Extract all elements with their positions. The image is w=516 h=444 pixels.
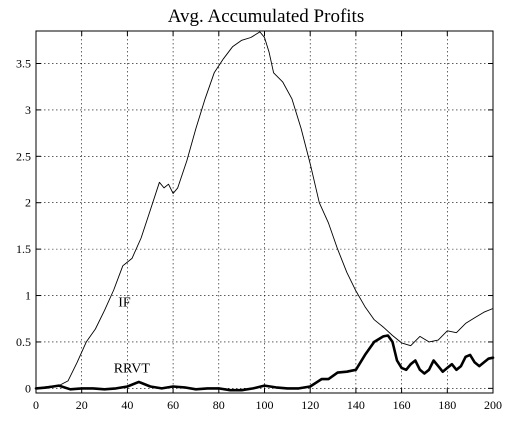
series-line-if (35, 31, 494, 389)
grid-lines (36, 31, 493, 393)
annotations: IF RRVT (114, 296, 151, 377)
y-tick-label: 0 (25, 381, 31, 395)
y-tick-label: 0.5 (16, 335, 31, 349)
x-tick-label: 100 (256, 398, 274, 412)
x-tick-label: 80 (213, 398, 225, 412)
x-tick-label: 200 (484, 398, 502, 412)
series-line-rrvt (34, 334, 495, 392)
x-tick-label: 20 (76, 398, 88, 412)
y-tick-label: 1.5 (16, 242, 31, 256)
y-tick-label: 1 (25, 289, 31, 303)
y-tick-label: 2.5 (16, 149, 31, 163)
x-tick-label: 40 (121, 398, 133, 412)
series-lines (34, 31, 495, 392)
x-tick-label: 180 (438, 398, 456, 412)
x-tick-label: 0 (33, 398, 39, 412)
x-tick-label: 120 (301, 398, 319, 412)
x-tick-label: 60 (167, 398, 179, 412)
series-annotation: IF (118, 296, 131, 311)
y-tick-label: 3.5 (16, 56, 31, 70)
y-tick-label: 2 (25, 196, 31, 210)
series-annotation: RRVT (114, 362, 151, 377)
x-tick-label: 160 (393, 398, 411, 412)
chart-title: Avg. Accumulated Profits (168, 6, 364, 27)
y-tick-label: 3 (25, 103, 31, 117)
x-tick-label: 140 (347, 398, 365, 412)
axis-ticks: 0 20 40 60 80 100 120 140 160 180 200 0 0.5 1 1.5 2 2.5 3… (16, 31, 502, 412)
